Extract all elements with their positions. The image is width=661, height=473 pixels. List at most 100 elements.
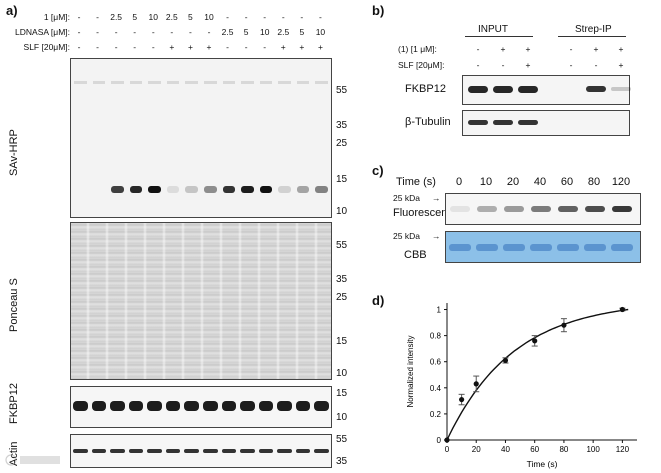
- lane-header-cell: +: [500, 44, 506, 54]
- band: [558, 206, 578, 212]
- lane-header-cell: -: [263, 12, 267, 22]
- band: [296, 186, 310, 193]
- arrow-cbb: →: [432, 231, 441, 241]
- row-label-ldnasa: LDNASA [μM]:: [15, 27, 70, 37]
- lane-header-cell: -: [151, 42, 155, 52]
- band: [111, 186, 124, 193]
- lane-header-cell: +: [525, 60, 531, 70]
- b-blot-label-tubulin: β-Tubulin: [405, 116, 451, 128]
- time-point-label: 20: [506, 176, 520, 188]
- blot-c-cbb: [445, 231, 641, 263]
- blot-label-fkbp12: FKBP12: [8, 383, 20, 424]
- lane-header-cell: 5: [243, 27, 249, 37]
- band: [295, 401, 311, 411]
- c-time-points: 0 10 20 40 60 80 120: [446, 176, 646, 190]
- band: [241, 186, 254, 193]
- band: [204, 81, 217, 84]
- marker-55: 55: [336, 240, 348, 251]
- band: [277, 449, 292, 453]
- y-tick-label: 0.6: [430, 358, 442, 367]
- blot-fkbp12: [70, 386, 332, 428]
- band: [476, 244, 498, 251]
- band: [314, 449, 329, 453]
- data-point: [532, 338, 538, 344]
- b-blot-label-fkbp12: FKBP12: [405, 83, 446, 95]
- band: [258, 449, 274, 453]
- lane-header-cell: -: [114, 27, 118, 37]
- marker-25: 25: [336, 292, 348, 303]
- lane-header-cell: -: [151, 27, 155, 37]
- x-tick-label: 80: [559, 445, 568, 454]
- time-point-label: 80: [587, 176, 601, 188]
- lane-header-cell: 5: [132, 12, 138, 22]
- time-point-label: 60: [560, 176, 574, 188]
- lane-header-cell: -: [77, 27, 81, 37]
- c-kda-cbb: 25 kDa: [393, 231, 420, 241]
- panel-a-row-ldnasa: - - - - - - - -2.5 5 10 2.5 5 10: [70, 27, 330, 39]
- band: [295, 449, 311, 453]
- data-point: [444, 437, 450, 443]
- lane-header-cell: 5: [188, 12, 193, 22]
- band: [611, 244, 633, 251]
- watermark-logo: [4, 452, 64, 468]
- band: [493, 120, 513, 125]
- group-input-line: [465, 36, 533, 37]
- y-tick-label: 0.4: [430, 384, 442, 393]
- lane-header-cell: -: [133, 42, 137, 52]
- lane-header-cell: -: [501, 60, 505, 70]
- band: [147, 449, 162, 453]
- lane-header-cell: +: [187, 42, 193, 52]
- lane-header-cell: -: [319, 12, 322, 22]
- lane-header-cell: -: [96, 27, 99, 37]
- data-point: [619, 306, 625, 313]
- band: [278, 81, 291, 84]
- lane-header-cell: -: [476, 60, 480, 70]
- c-fluor-bands: [446, 194, 640, 224]
- lane-header-cell: +: [525, 44, 531, 54]
- band: [184, 401, 199, 411]
- lane-header-cell: -: [77, 42, 81, 52]
- marker-55: 55: [336, 85, 348, 96]
- panel-b-row-slf: - - + - - +: [463, 60, 633, 72]
- band: [241, 81, 254, 84]
- b-row-label-compound1: (1) [1 μM]:: [398, 44, 437, 54]
- chart-points: [444, 306, 626, 443]
- lane-header-cell: -: [476, 44, 480, 54]
- lane-header-cell: -: [569, 60, 573, 70]
- data-point: [459, 396, 465, 403]
- band: [531, 206, 551, 212]
- band: [278, 186, 291, 193]
- band: [518, 120, 538, 125]
- y-tick-label: 0: [437, 436, 442, 445]
- band: [92, 81, 106, 84]
- band: [165, 449, 181, 453]
- actin-bands: [71, 435, 331, 467]
- lane-header-cell: -: [569, 44, 573, 54]
- time-point-label: 120: [611, 176, 631, 188]
- panel-a-row-slf: - - - - - + + + - - - + + +: [70, 42, 330, 54]
- chart-axes: [446, 303, 637, 441]
- band: [585, 206, 605, 212]
- x-tick-label: 20: [472, 445, 481, 454]
- kinetics-chart: 0 20 40 60 80 100 120 0 0.2 0.4 0.6 0.8 1 Time (s) N…: [406, 303, 637, 469]
- band: [449, 244, 471, 251]
- lane-header-cell: 10: [259, 27, 270, 37]
- panel-b-row-compound1: - + + - + +: [463, 44, 633, 56]
- band: [240, 449, 255, 453]
- band: [184, 449, 199, 453]
- c-cbb-bands: [446, 232, 640, 262]
- band: [468, 86, 488, 93]
- band: [110, 449, 125, 453]
- y-tick-label: 0.8: [430, 332, 442, 341]
- band: [203, 449, 218, 453]
- band: [166, 186, 180, 193]
- band: [530, 244, 552, 251]
- ponceau-lanes: [71, 223, 331, 379]
- x-axis-label: Time (s): [527, 459, 558, 469]
- data-point: [473, 381, 479, 387]
- band: [148, 81, 161, 84]
- band: [296, 81, 310, 84]
- lane-header-cell: -: [170, 27, 174, 37]
- blot-ponceau: [70, 222, 332, 380]
- time-point-label: 40: [533, 176, 547, 188]
